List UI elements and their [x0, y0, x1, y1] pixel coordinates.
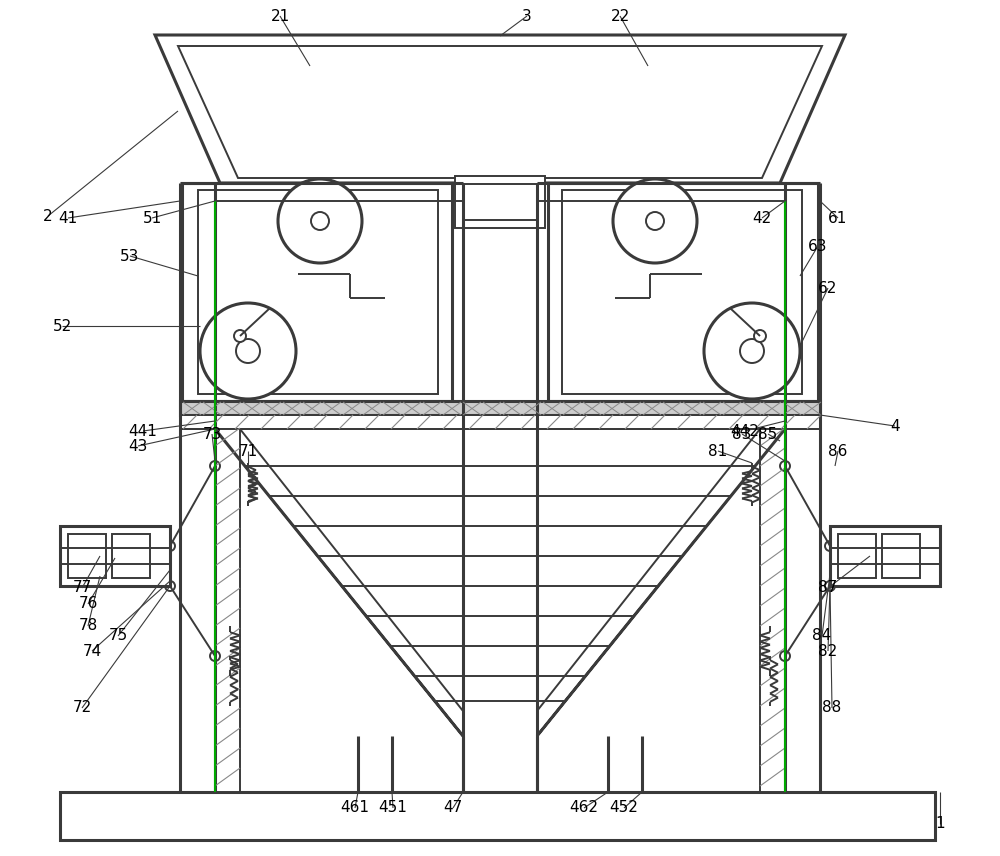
Bar: [548, 183, 818, 401]
Text: 71: 71: [238, 443, 258, 459]
Circle shape: [740, 339, 764, 363]
Bar: [463, 184, 537, 220]
Text: 86: 86: [828, 443, 848, 459]
Text: 85: 85: [758, 426, 778, 442]
Text: 87: 87: [818, 580, 838, 596]
Text: 21: 21: [270, 9, 290, 23]
Text: 43: 43: [128, 438, 148, 454]
Text: 41: 41: [58, 211, 78, 225]
Text: 441: 441: [129, 424, 157, 438]
Text: 47: 47: [443, 800, 463, 816]
Circle shape: [165, 581, 175, 591]
Text: 76: 76: [78, 597, 98, 611]
Text: 451: 451: [379, 800, 407, 816]
Circle shape: [754, 330, 766, 342]
Circle shape: [165, 541, 175, 551]
Circle shape: [704, 303, 800, 399]
Circle shape: [200, 303, 296, 399]
Text: 63: 63: [808, 239, 828, 253]
Circle shape: [780, 461, 790, 471]
Bar: [182, 183, 452, 401]
Bar: [455, 176, 545, 228]
Text: 72: 72: [72, 700, 92, 716]
Text: 1: 1: [935, 817, 945, 831]
Bar: [882, 534, 920, 578]
Text: 22: 22: [610, 9, 630, 23]
Bar: [180, 401, 820, 415]
Text: 462: 462: [570, 800, 598, 816]
Circle shape: [311, 212, 329, 230]
Bar: [68, 534, 106, 578]
Text: 82: 82: [818, 644, 838, 658]
Bar: [215, 429, 240, 792]
Text: 62: 62: [818, 281, 838, 295]
Text: 84: 84: [812, 628, 832, 644]
Circle shape: [236, 339, 260, 363]
Bar: [112, 534, 150, 578]
Circle shape: [825, 541, 835, 551]
Bar: [198, 190, 438, 394]
Text: 61: 61: [828, 211, 848, 225]
Text: 77: 77: [72, 580, 92, 596]
Circle shape: [210, 461, 220, 471]
Bar: [760, 429, 785, 792]
Bar: [562, 190, 802, 394]
Text: 75: 75: [108, 628, 128, 644]
Bar: [830, 526, 940, 586]
Text: 42: 42: [752, 211, 772, 225]
Text: 81: 81: [708, 443, 728, 459]
Text: 4: 4: [890, 419, 900, 433]
Circle shape: [234, 330, 246, 342]
Bar: [60, 792, 935, 840]
Circle shape: [613, 179, 697, 263]
Text: 51: 51: [142, 211, 162, 225]
Bar: [838, 534, 876, 578]
Text: 73: 73: [202, 426, 222, 442]
Text: 53: 53: [120, 248, 140, 264]
Bar: [180, 401, 820, 415]
Bar: [180, 415, 820, 429]
Text: 461: 461: [340, 800, 370, 816]
Circle shape: [278, 179, 362, 263]
Text: 83: 83: [732, 426, 752, 442]
Text: 88: 88: [822, 700, 842, 716]
Text: 78: 78: [78, 619, 98, 633]
Text: 3: 3: [522, 9, 532, 23]
Circle shape: [780, 651, 790, 661]
Bar: [180, 415, 820, 429]
Circle shape: [646, 212, 664, 230]
Text: 74: 74: [82, 644, 102, 658]
Text: 2: 2: [43, 209, 53, 223]
Text: 442: 442: [731, 424, 759, 438]
Circle shape: [825, 581, 835, 591]
Circle shape: [210, 651, 220, 661]
Bar: [60, 526, 170, 586]
Text: 452: 452: [610, 800, 638, 816]
Text: 52: 52: [52, 318, 72, 334]
